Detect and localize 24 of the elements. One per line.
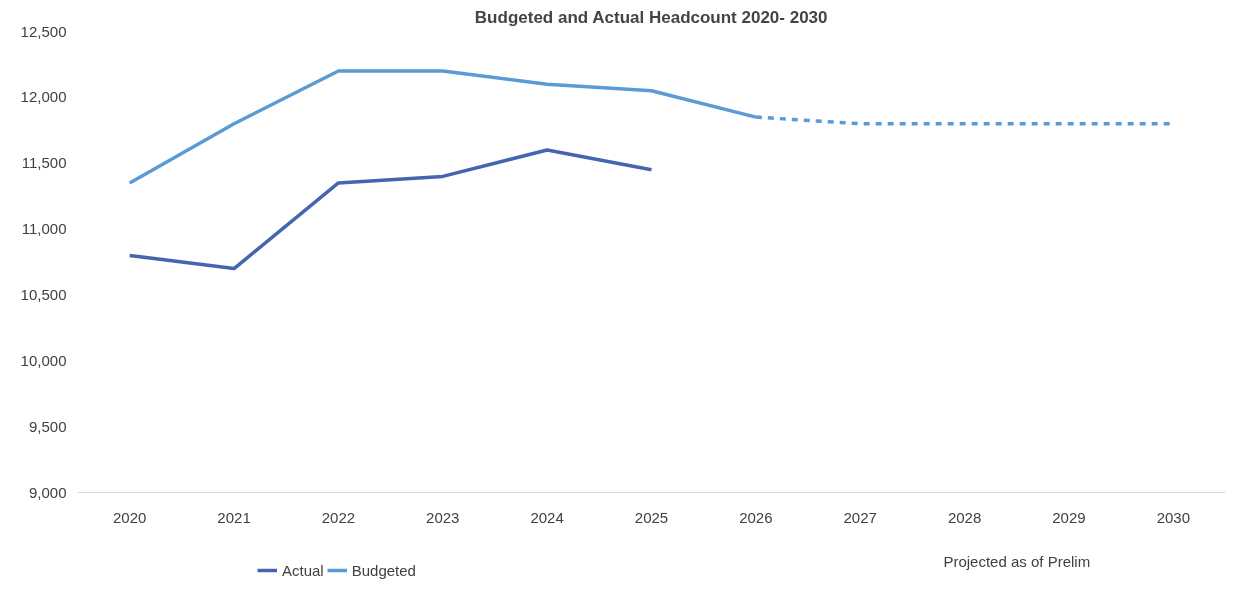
- chart-title: Budgeted and Actual Headcount 2020- 2030: [474, 7, 828, 27]
- x-tick-label: 2028: [947, 508, 982, 526]
- y-tick-label: 9,500: [28, 417, 67, 435]
- line-series: [127, 148, 654, 271]
- legend-label: Budgeted: [351, 561, 416, 579]
- y-tick-label: 11,000: [21, 220, 67, 238]
- y-tick-label: 12,500: [20, 22, 67, 40]
- x-tick-label: 2027: [843, 508, 877, 526]
- x-tick-label: 2025: [634, 508, 669, 526]
- x-tick-label: 2021: [217, 508, 251, 526]
- x-tick-label: 2023: [426, 508, 460, 526]
- x-tick-label: 2020: [113, 508, 147, 526]
- x-tick-label: 2029: [1052, 508, 1086, 526]
- y-tick-label: 12,000: [20, 88, 67, 106]
- x-tick-label: 2026: [739, 508, 773, 526]
- y-tick-label: 9,000: [28, 483, 67, 501]
- y-tick-label: 11,500: [21, 154, 67, 172]
- y-tick-label: 10,000: [20, 351, 67, 369]
- x-tick-label: 2030: [1156, 508, 1191, 526]
- x-tick-label: 2022: [321, 508, 356, 526]
- text: Projected as of Prelim: [943, 553, 1091, 570]
- x-tick-label: 2024: [530, 508, 564, 526]
- legend-label: Actual: [282, 561, 324, 579]
- y-tick-label: 10,500: [20, 285, 67, 303]
